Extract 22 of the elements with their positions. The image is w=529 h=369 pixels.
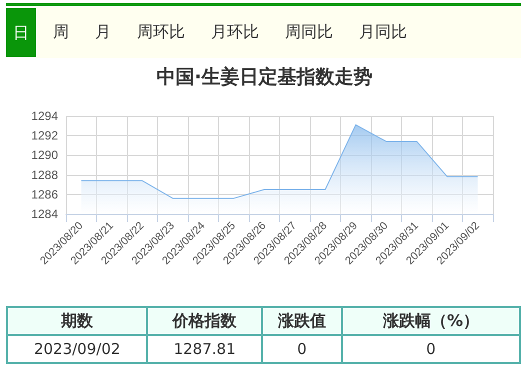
text: 2023/09/02 <box>7 335 148 363</box>
text: 0 <box>262 335 342 363</box>
text: 月环比 <box>210 22 260 42</box>
text: 涨跌值 <box>262 307 342 335</box>
text: 涨跌幅（%） <box>342 307 520 335</box>
y-tick-label: 1292 <box>31 128 58 143</box>
y-tick-label: 1294 <box>31 109 58 123</box>
text: 期数 <box>7 307 148 335</box>
text: 日 <box>6 8 36 56</box>
text: 周环比 <box>136 22 186 42</box>
text: 周 <box>52 22 70 42</box>
text: 1287.81 <box>147 335 262 363</box>
text: 0 <box>342 335 520 363</box>
y-tick-label: 1288 <box>31 168 58 182</box>
text: 价格指数 <box>147 307 262 335</box>
chart-title: 中国·生姜日定基指数走势 <box>155 65 374 90</box>
y-tick-label: 1286 <box>31 187 58 202</box>
y-tick-label: 1284 <box>31 207 58 221</box>
text: 月同比 <box>358 22 408 42</box>
y-tick-label: 1290 <box>31 148 58 162</box>
text: 月 <box>94 22 112 42</box>
text: 周同比 <box>284 22 334 42</box>
